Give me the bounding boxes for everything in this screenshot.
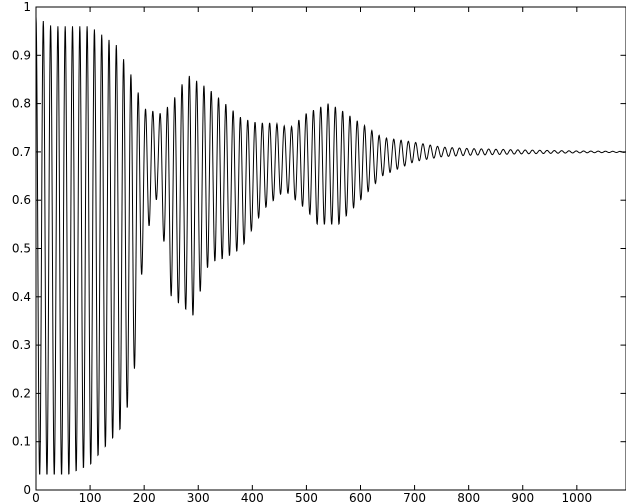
x-tick-label: 800 bbox=[457, 491, 480, 504]
y-tick-label: 0.2 bbox=[12, 386, 31, 400]
x-tick-label: 200 bbox=[133, 491, 156, 504]
x-tick-label: 700 bbox=[403, 491, 426, 504]
y-tick-label: 0.5 bbox=[12, 242, 31, 256]
x-tick-label: 0 bbox=[32, 491, 40, 504]
y-tick-label: 0.6 bbox=[12, 193, 31, 207]
x-tick-label: 300 bbox=[187, 491, 210, 504]
y-tick-label: 0.4 bbox=[12, 290, 31, 304]
x-tick-label: 1000 bbox=[562, 491, 593, 504]
x-tick-label: 500 bbox=[295, 491, 318, 504]
y-tick-label: 1 bbox=[23, 0, 31, 14]
x-tick-label: 900 bbox=[511, 491, 534, 504]
y-tick-label: 0.9 bbox=[12, 48, 31, 62]
x-tick-label: 100 bbox=[79, 491, 102, 504]
x-tick-label: 400 bbox=[241, 491, 264, 504]
series-line bbox=[35, 16, 626, 475]
y-tick-label: 0 bbox=[23, 483, 31, 497]
y-tick-label: 0.8 bbox=[12, 97, 31, 111]
tick-label-group: 0 100 200 300 400 500 600 700 800 900 1000 0 0.1 0.2 0… bbox=[12, 0, 592, 504]
y-tick-label: 0.7 bbox=[12, 145, 31, 159]
y-tick-label: 0.1 bbox=[12, 435, 31, 449]
y-tick-label: 0.3 bbox=[12, 338, 31, 352]
x-tick-label: 600 bbox=[349, 491, 372, 504]
